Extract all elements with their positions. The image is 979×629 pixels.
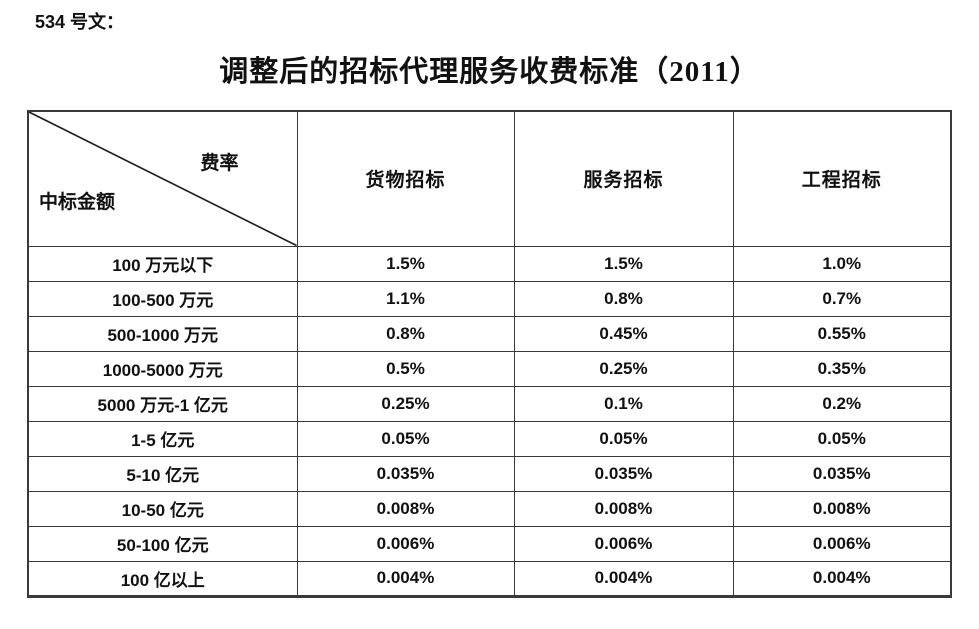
amount-cell: 1000-5000 万元 xyxy=(27,350,298,387)
service-rate-cell: 0.008% xyxy=(513,490,734,527)
service-rate-cell: 0.8% xyxy=(513,280,734,317)
table-row: 100-500 万元 1.1% 0.8% 0.7% xyxy=(27,280,952,317)
service-rate-cell: 0.45% xyxy=(513,315,734,352)
goods-rate-cell: 1.5% xyxy=(296,245,515,282)
corner-label-rate: 费率 xyxy=(200,153,239,174)
amount-cell: 100-500 万元 xyxy=(27,280,298,317)
engineering-rate-cell: 0.55% xyxy=(732,315,952,352)
table-row: 1-5 亿元 0.05% 0.05% 0.05% xyxy=(27,420,952,457)
service-rate-cell: 0.006% xyxy=(513,525,734,562)
amount-cell: 100 万元以下 xyxy=(27,245,298,282)
goods-rate-cell: 0.035% xyxy=(296,455,515,492)
goods-rate-cell: 0.05% xyxy=(296,420,515,457)
amount-cell: 1-5 亿元 xyxy=(27,420,298,457)
engineering-rate-cell: 0.008% xyxy=(732,490,952,527)
table-row: 1000-5000 万元 0.5% 0.25% 0.35% xyxy=(27,350,952,387)
goods-rate-cell: 0.8% xyxy=(296,315,515,352)
amount-cell: 10-50 亿元 xyxy=(27,490,298,527)
amount-cell: 50-100 亿元 xyxy=(27,525,298,562)
engineering-rate-cell: 0.05% xyxy=(732,420,952,457)
table-row: 5000 万元-1 亿元 0.25% 0.1% 0.2% xyxy=(27,385,952,422)
engineering-rate-cell: 0.006% xyxy=(732,525,952,562)
table-row: 100 亿以上 0.004% 0.004% 0.004% xyxy=(27,560,952,597)
amount-cell: 500-1000 万元 xyxy=(27,315,298,352)
engineering-rate-cell: 0.35% xyxy=(732,350,952,387)
header-row: 费率 中标金额 货物招标 服务招标 工程招标 xyxy=(27,110,952,247)
corner-label-amount: 中标金额 xyxy=(39,191,116,213)
service-rate-cell: 0.035% xyxy=(513,455,734,492)
goods-rate-cell: 0.006% xyxy=(296,525,515,562)
goods-rate-cell: 1.1% xyxy=(296,280,515,317)
goods-rate-cell: 0.25% xyxy=(296,385,515,422)
engineering-rate-cell: 0.2% xyxy=(732,385,952,422)
amount-cell: 5000 万元-1 亿元 xyxy=(27,385,298,422)
diagonal-divider-line xyxy=(29,112,297,246)
table-row: 5-10 亿元 0.035% 0.035% 0.035% xyxy=(27,455,952,492)
amount-cell: 5-10 亿元 xyxy=(27,455,298,492)
goods-rate-cell: 0.008% xyxy=(296,490,515,527)
service-rate-cell: 0.004% xyxy=(513,560,734,597)
fee-rate-table: 费率 中标金额 货物招标 服务招标 工程招标 100 万元以下 1.5% 1.5… xyxy=(27,110,952,598)
service-rate-cell: 0.25% xyxy=(513,350,734,387)
column-header-goods: 货物招标 xyxy=(296,110,515,247)
engineering-rate-cell: 0.035% xyxy=(732,455,952,492)
engineering-rate-cell: 0.7% xyxy=(732,280,952,317)
column-header-engineering: 工程招标 xyxy=(732,110,952,247)
table-row: 500-1000 万元 0.8% 0.45% 0.55% xyxy=(27,315,952,352)
page-title: 调整后的招标代理服务收费标准（2011） xyxy=(219,56,760,88)
column-header-service: 服务招标 xyxy=(513,110,734,247)
goods-rate-cell: 0.5% xyxy=(296,350,515,387)
service-rate-cell: 0.1% xyxy=(513,385,734,422)
service-rate-cell: 0.05% xyxy=(513,420,734,457)
engineering-rate-cell: 1.0% xyxy=(732,245,952,282)
table-row: 50-100 亿元 0.006% 0.006% 0.006% xyxy=(27,525,952,562)
doc-number-label: 534 号文： xyxy=(35,12,125,32)
table-corner-cell: 费率 中标金额 xyxy=(27,110,298,247)
service-rate-cell: 1.5% xyxy=(513,245,734,282)
engineering-rate-cell: 0.004% xyxy=(732,560,952,597)
table-row: 100 万元以下 1.5% 1.5% 1.0% xyxy=(27,245,952,282)
goods-rate-cell: 0.004% xyxy=(296,560,515,597)
table-row: 10-50 亿元 0.008% 0.008% 0.008% xyxy=(27,490,952,527)
amount-cell: 100 亿以上 xyxy=(27,560,298,597)
